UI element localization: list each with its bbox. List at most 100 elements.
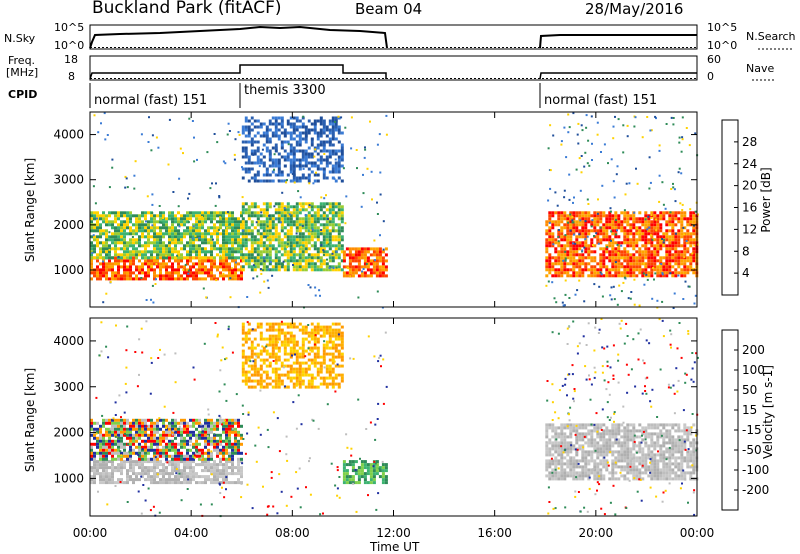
heatmap-cell [271,161,275,165]
heatmap-cell [265,131,269,135]
heatmap-cell [96,439,99,443]
heatmap-cell [295,146,299,150]
heatmap-cell [614,250,618,254]
heatmap-cell [244,179,248,183]
heatmap-cell [228,268,231,272]
heatmap-cell [262,220,266,224]
heatmap-cell [99,460,102,464]
heatmap-cell [283,134,287,138]
heatmap-cell [283,164,287,168]
heatmap-cell [237,463,240,467]
heatmap-cell [283,161,287,165]
heatmap-cell [144,433,147,437]
heatmap-cell [648,226,651,229]
heatmap-cell [325,116,329,120]
heatmap-cell [90,244,93,248]
heatmap-cell [672,186,675,189]
heatmap-cell [90,247,93,251]
heatmap-cell [99,475,102,479]
heatmap-cell [237,220,240,224]
heatmap-cell [638,253,642,257]
heatmap-cell [123,418,126,422]
heatmap-cell [213,442,216,446]
heatmap-cell [225,229,228,233]
heatmap-cell [280,214,284,218]
heatmap-cell [189,271,192,275]
heatmap-cell [325,164,329,168]
heatmap-cell [253,149,257,153]
heatmap-cell [132,256,135,260]
heatmap-cell [316,119,320,123]
heatmap-cell [572,250,576,254]
heatmap-cell [225,472,228,476]
heatmap-cell [111,469,114,473]
heatmap-cell [347,267,350,270]
heatmap-cell [319,268,323,272]
heatmap-cell [165,436,168,440]
heatmap-cell [97,131,100,134]
heatmap-cell [262,247,266,251]
heatmap-cell [647,217,651,221]
heatmap-cell [641,217,645,221]
heatmap-cell [96,277,99,281]
heatmap-cell [635,250,639,254]
heatmap-cell [105,469,108,473]
heatmap-cell [268,205,272,209]
heatmap-cell [144,418,147,422]
heatmap-cell [241,140,245,144]
heatmap-cell [174,268,177,272]
heatmap-cell [638,304,641,307]
heatmap-cell [650,259,654,263]
heatmap-cell [572,242,574,245]
heatmap-cell [274,134,278,138]
heatmap-cell [253,346,257,350]
heatmap-cell [635,256,639,260]
heatmap-cell [298,235,302,239]
heatmap-cell [578,220,582,224]
heatmap-cell [225,265,228,269]
heatmap-cell [573,233,575,236]
heatmap-cell [295,265,299,269]
heatmap-cell [301,370,305,374]
heatmap-cell [623,256,627,260]
heatmap-cell [554,274,558,278]
heatmap-cell [283,131,287,135]
heatmap-cell [104,138,107,141]
heatmap-cell [274,247,278,251]
heatmap-cell [659,214,663,218]
heatmap-cell [292,340,296,344]
heatmap-cell [602,250,606,254]
heatmap-cell [171,214,174,218]
heatmap-cell [126,271,129,275]
heatmap-cell [171,445,174,449]
heatmap-cell [289,158,293,162]
heatmap-cell [241,202,245,206]
heatmap-cell [132,223,135,227]
heatmap-cell [265,376,269,380]
heatmap-cell [632,259,636,263]
heatmap-cell [590,223,594,227]
heatmap-cell [250,247,254,251]
heatmap-cell [219,418,222,422]
heatmap-cell [307,167,311,171]
heatmap-cell [322,238,326,242]
heatmap-cell [692,220,696,224]
heatmap-cell [168,214,171,218]
heatmap-cell [99,457,102,461]
heatmap-cell [265,128,269,132]
heatmap-cell [268,223,272,227]
heatmap-cell [180,442,183,446]
heatmap-cell [102,481,105,485]
heatmap-cell [132,463,135,467]
heatmap-cell [120,430,123,434]
heatmap-cell [680,226,684,230]
heatmap-cell [177,259,180,263]
heatmap-cell [672,307,675,309]
heatmap-cell [286,122,290,126]
heatmap-cell [105,433,108,437]
heatmap-cell [360,271,364,275]
heatmap-cell [632,256,636,260]
heatmap-cell [348,268,352,272]
heatmap-cell [366,268,370,272]
heatmap-cell [617,226,621,230]
